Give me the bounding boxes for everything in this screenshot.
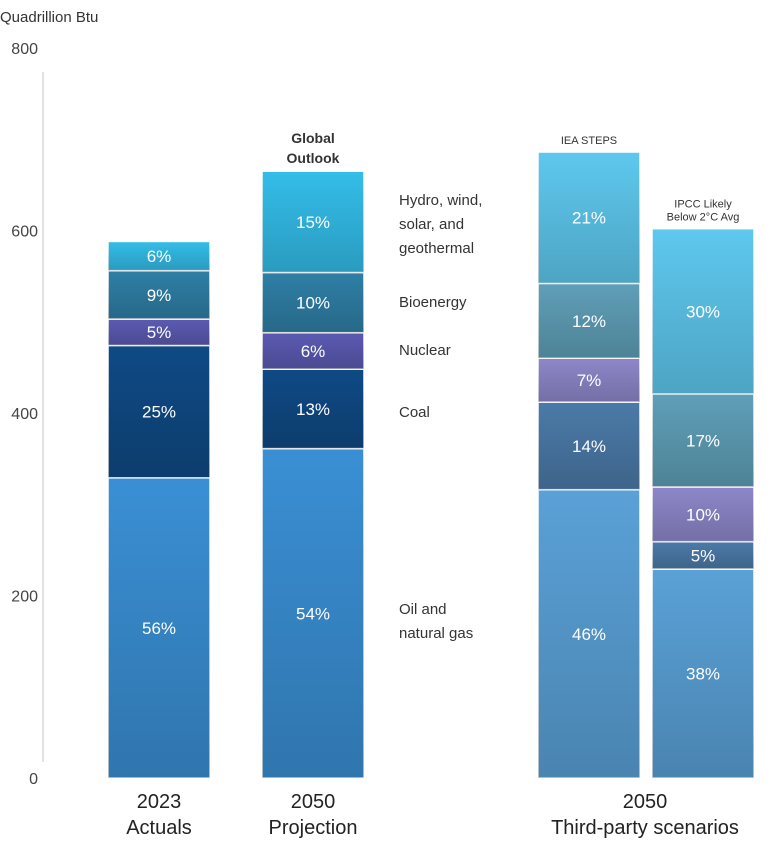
segment-value-label: 56% bbox=[142, 619, 176, 638]
bar-title: Outlook bbox=[287, 150, 340, 166]
y-tick-label: 600 bbox=[11, 224, 38, 241]
segment-value-label: 10% bbox=[296, 294, 330, 313]
segment-value-label: 21% bbox=[572, 209, 606, 228]
bar-title: Below 2°C Avg bbox=[667, 212, 740, 224]
segment-value-label: 46% bbox=[572, 625, 606, 644]
y-tick-label: 800 bbox=[11, 41, 38, 58]
bar-title: IEA STEPS bbox=[561, 135, 617, 147]
segment-value-label: 5% bbox=[147, 323, 172, 342]
segment-value-label: 30% bbox=[686, 302, 720, 321]
segment-value-label: 38% bbox=[686, 665, 720, 684]
bar-title: Global bbox=[291, 130, 335, 146]
bar-outlook-2050: 54% 13% 6% 10% 15% bbox=[262, 171, 364, 778]
legend-label: Nuclear bbox=[399, 342, 451, 359]
segment-value-label: 12% bbox=[572, 312, 606, 331]
y-axis-unit: Quadrillion Btu bbox=[0, 9, 98, 26]
y-tick-label: 400 bbox=[11, 406, 38, 423]
segment-value-label: 15% bbox=[296, 213, 330, 232]
segment-value-label: 7% bbox=[577, 371, 602, 390]
segment-value-label: 25% bbox=[142, 403, 176, 422]
bar-ipcc-below-2c: 38% 5% 10% 17% 30% bbox=[652, 229, 754, 778]
segment-value-label: 13% bbox=[296, 400, 330, 419]
y-axis-ticks: 0 200 400 600 800 bbox=[11, 41, 38, 788]
segment-value-label: 54% bbox=[296, 604, 330, 623]
segment-legend: Hydro, wind, solar, and geothermal Bioenerg… bbox=[399, 192, 482, 642]
bar-actuals-2023: 56% 25% 5% 9% 6% bbox=[108, 241, 210, 778]
legend-label: Coal bbox=[399, 404, 430, 421]
legend-label: Bioenergy bbox=[399, 294, 467, 311]
legend-label: Hydro, wind, bbox=[399, 192, 482, 209]
x-axis-labels: 2023 Actuals 2050 Projection 2050 Third-party… bbox=[126, 791, 739, 839]
segment-value-label: 5% bbox=[691, 546, 716, 565]
legend-label: solar, and bbox=[399, 216, 464, 233]
y-tick-label: 200 bbox=[11, 589, 38, 606]
bar-iea-steps: 46% 14% 7% 12% 21% bbox=[538, 152, 640, 778]
x-axis-label: Actuals bbox=[126, 817, 192, 839]
x-axis-label: Third-party scenarios bbox=[551, 817, 739, 839]
legend-label: Oil and bbox=[399, 601, 447, 618]
segment-value-label: 14% bbox=[572, 437, 606, 456]
segment-value-label: 6% bbox=[147, 247, 172, 266]
y-tick-label: 0 bbox=[29, 771, 38, 788]
segment-value-label: 9% bbox=[147, 286, 172, 305]
legend-label: geothermal bbox=[399, 240, 474, 257]
segment-value-label: 6% bbox=[301, 342, 326, 361]
x-axis-label: 2050 bbox=[291, 791, 336, 813]
x-axis-label: 2023 bbox=[137, 791, 182, 813]
legend-label: natural gas bbox=[399, 625, 473, 642]
x-axis-label: 2050 bbox=[623, 791, 668, 813]
bar-title: IPCC Likely bbox=[674, 199, 732, 211]
x-axis-label: Projection bbox=[269, 817, 358, 839]
segment-value-label: 17% bbox=[686, 431, 720, 450]
segment-value-label: 10% bbox=[686, 505, 720, 524]
